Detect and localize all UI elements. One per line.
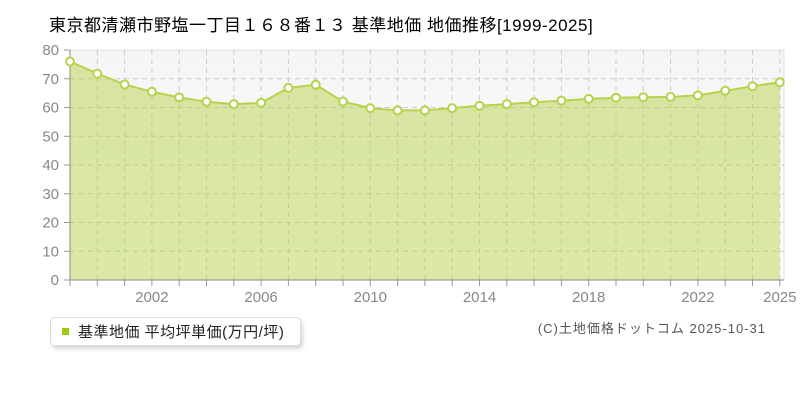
data-point-2006 bbox=[256, 97, 267, 108]
y-tick-label: 20 bbox=[42, 215, 59, 232]
x-tick-label: 2010 bbox=[354, 289, 387, 306]
data-point-2012 bbox=[419, 105, 430, 116]
data-point-1999 bbox=[65, 56, 75, 67]
data-point-2015 bbox=[501, 99, 512, 110]
legend-label: 基準地価 平均坪単価(万円/坪) bbox=[78, 324, 285, 341]
data-point-2014 bbox=[474, 100, 485, 111]
data-point-2024 bbox=[747, 81, 758, 92]
x-tick-label: 2006 bbox=[244, 289, 277, 306]
data-point-2005 bbox=[228, 99, 239, 110]
y-tick-label: 60 bbox=[42, 100, 59, 117]
data-point-2003 bbox=[174, 92, 185, 103]
data-point-2010 bbox=[365, 103, 376, 114]
x-tick-label: 2022 bbox=[681, 289, 714, 306]
legend-swatch-icon bbox=[62, 328, 69, 335]
data-point-2018 bbox=[583, 93, 594, 104]
series-area bbox=[70, 61, 780, 280]
x-tick-label: 2018 bbox=[572, 289, 605, 306]
data-point-2025 bbox=[774, 77, 785, 88]
data-point-2011 bbox=[392, 105, 403, 116]
y-tick-label: 0 bbox=[51, 272, 59, 289]
data-point-2009 bbox=[338, 96, 348, 107]
y-tick-label: 70 bbox=[42, 71, 59, 88]
data-point-2021 bbox=[665, 91, 676, 102]
data-point-2019 bbox=[611, 92, 621, 103]
data-point-2017 bbox=[556, 95, 567, 106]
data-point-2001 bbox=[119, 79, 130, 90]
y-tick-label: 50 bbox=[42, 128, 59, 145]
data-point-2002 bbox=[146, 86, 157, 97]
y-tick-label: 10 bbox=[42, 243, 59, 260]
data-point-2004 bbox=[201, 96, 212, 107]
data-point-2016 bbox=[529, 97, 540, 108]
data-point-2020 bbox=[638, 92, 649, 103]
data-point-2007 bbox=[283, 82, 294, 93]
data-point-2013 bbox=[447, 103, 458, 114]
copyright-text: (C)土地価格ドットコム 2025-10-31 bbox=[537, 321, 766, 336]
data-point-2022 bbox=[692, 90, 703, 101]
data-point-2000 bbox=[92, 68, 103, 79]
data-point-2023 bbox=[720, 85, 731, 96]
legend: 基準地価 平均坪単価(万円/坪) bbox=[50, 317, 302, 346]
x-tick-label: 2002 bbox=[135, 289, 168, 306]
y-tick-label: 30 bbox=[42, 186, 59, 203]
data-point-2008 bbox=[310, 79, 321, 90]
y-tick-label: 40 bbox=[42, 157, 59, 174]
x-tick-label: 2014 bbox=[463, 289, 496, 306]
page-title: 東京都清瀬市野塩一丁目１６８番１３ 基準地価 地価推移[1999-2025] bbox=[49, 16, 594, 35]
y-tick-label: 80 bbox=[42, 42, 59, 59]
x-tick-label: 2025 bbox=[763, 289, 796, 306]
